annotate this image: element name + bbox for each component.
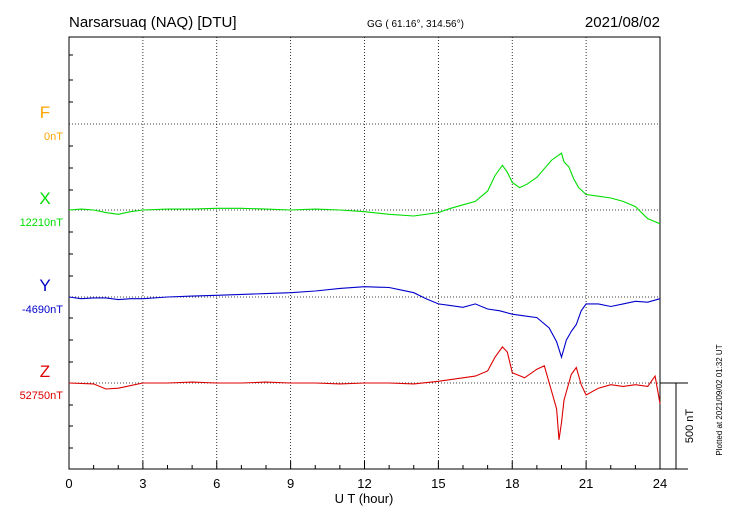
x-tick-label: 21 [579,476,593,491]
series-group [68,152,661,440]
series-baseline-f: 0nT [44,131,63,143]
x-axis-title: U T (hour) [335,491,394,506]
series-name-x: X [39,189,50,208]
grid [69,37,660,469]
series-baseline-y: -4690nT [22,304,63,316]
coordinates-label: GG ( 61.16°, 314.56°) [367,19,464,30]
x-tick-label: 12 [357,476,371,491]
x-tick-label: 24 [653,476,667,491]
date-label: 2021/08/02 [585,14,660,31]
x-tick-label: 3 [139,476,146,491]
station-title: Narsarsuaq (NAQ) [DTU] [69,14,237,31]
series-name-f: F [40,103,50,122]
series-baseline-x: 12210nT [20,217,64,229]
series-line-x [68,152,661,225]
series-labels: F 0nT X 12210nT Y -4690nT Z 52750nT [20,103,64,402]
scale-bar-label: 500 nT [684,409,696,444]
x-tick-label: 15 [431,476,445,491]
scale-bar: 500 nT [660,382,696,470]
series-name-y: Y [39,276,50,295]
series-line-y [68,286,661,360]
series-line-z [68,346,661,440]
axis-ticks: 0 3 6 9 12 15 18 21 24 [65,54,667,491]
x-tick-label: 0 [65,476,72,491]
x-tick-label: 6 [213,476,220,491]
series-baseline-z: 52750nT [20,390,64,402]
series-name-z: Z [40,362,50,381]
x-tick-label: 9 [287,476,294,491]
x-tick-label: 18 [505,476,519,491]
plotted-at-note: Plotted at 2021/09/02 01:32 UT [715,344,724,455]
